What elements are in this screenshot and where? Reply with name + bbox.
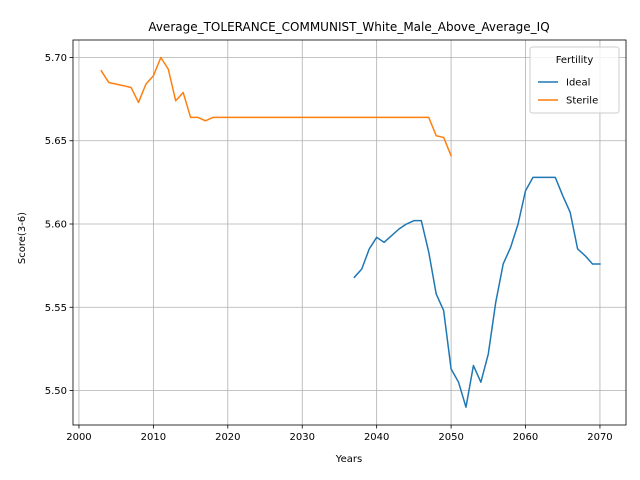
series-line-sterile (100, 56, 453, 157)
y-tick-label: 5.65 (45, 136, 67, 147)
x-tick-label: 2040 (364, 432, 389, 443)
legend-box (529, 46, 620, 114)
y-axis: 5.50 5.55 5.60 5.65 5.70 (45, 53, 73, 397)
legend: Fertility Ideal Sterile (529, 46, 620, 114)
x-axis-label: Years (335, 454, 362, 465)
y-tick-label: 5.55 (45, 303, 67, 314)
series-layer (100, 56, 601, 408)
legend-label-ideal: Ideal (566, 78, 590, 89)
x-tick-label: 2060 (513, 432, 538, 443)
x-tick-label: 2050 (438, 432, 463, 443)
y-tick-label: 5.50 (45, 386, 67, 397)
x-tick-label: 2030 (290, 432, 315, 443)
y-axis-label: Score(3-6) (17, 212, 28, 264)
series-line-ideal (353, 176, 601, 408)
legend-title: Fertility (556, 55, 594, 66)
chart-title: Average_TOLERANCE_COMMUNIST_White_Male_A… (148, 20, 549, 34)
x-tick-label: 2070 (587, 432, 612, 443)
y-tick-label: 5.60 (45, 220, 67, 231)
plot-frame (72, 39, 627, 426)
legend-label-sterile: Sterile (566, 96, 598, 107)
x-tick-label: 2000 (66, 432, 91, 443)
y-tick-label: 5.70 (45, 53, 67, 64)
x-tick-label: 2020 (215, 432, 240, 443)
x-axis: 2000 2010 2020 2030 2040 2050 2060 2070 (66, 425, 613, 443)
x-tick-label: 2010 (141, 432, 166, 443)
